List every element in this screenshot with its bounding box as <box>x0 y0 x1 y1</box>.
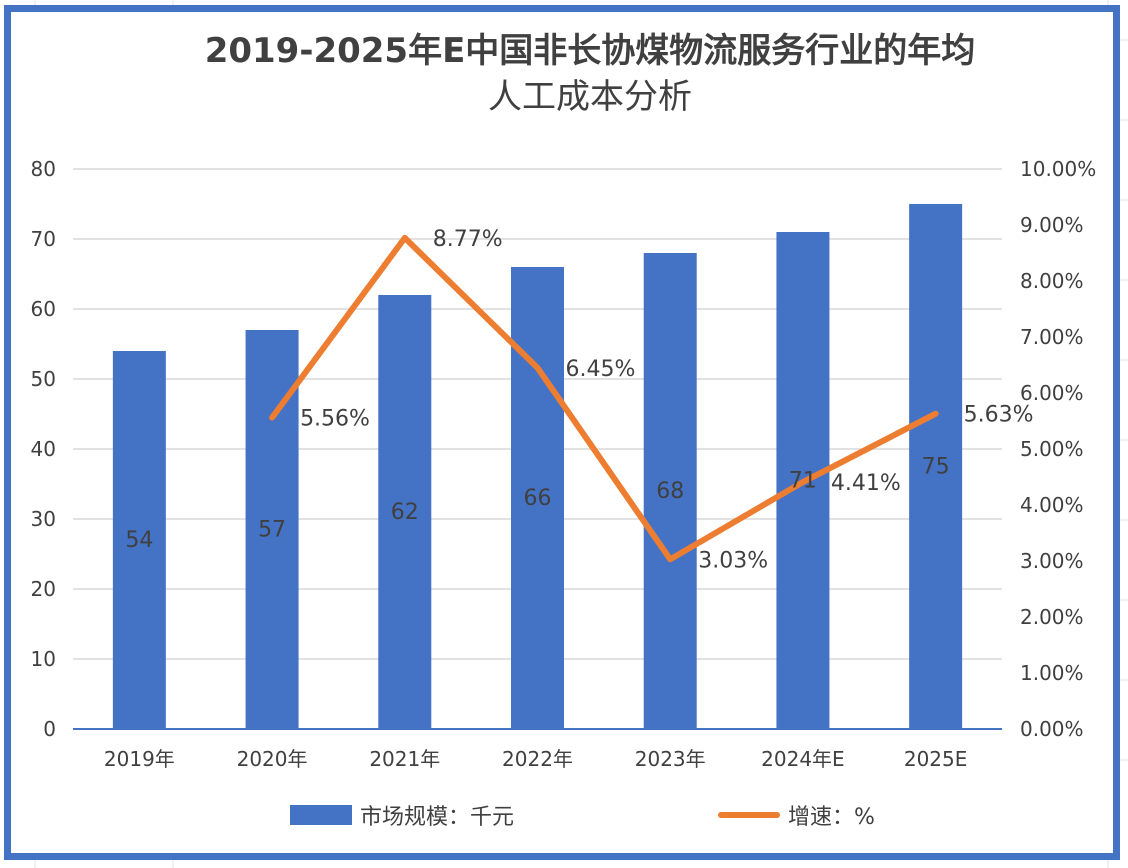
legend-bar-label: 市场规模：千元 <box>360 805 515 830</box>
bars <box>112 204 963 729</box>
x-tick-label: 2022年 <box>502 747 573 771</box>
y-right-tick-label: 9.00% <box>1020 213 1084 237</box>
y-right-tick-label: 10.00% <box>1020 157 1096 181</box>
chart-title: 2019-2025年E中国非长协煤物流服务行业的年均 人工成本分析 <box>120 28 1060 120</box>
x-tick-label: 2023年 <box>635 747 706 771</box>
bar-value-label: 71 <box>789 469 817 494</box>
x-tick-label: 2021年 <box>369 747 440 771</box>
line-value-label: 5.56% <box>300 407 370 432</box>
y-left-tick-label: 30 <box>31 507 56 531</box>
legend-line-label: 增速：% <box>788 805 875 830</box>
bar <box>378 295 432 729</box>
y-left-tick-label: 70 <box>31 227 56 251</box>
bar <box>112 351 166 729</box>
y-right-tick-label: 2.00% <box>1020 605 1084 629</box>
y-left-tick-label: 10 <box>31 647 56 671</box>
bar-value-label: 54 <box>125 528 153 553</box>
line-value-label: 6.45% <box>566 357 636 382</box>
line-value-label: 8.77% <box>433 227 503 252</box>
x-tick-label: 2025E <box>904 747 968 771</box>
bar <box>909 204 963 729</box>
bar <box>511 267 564 729</box>
bar <box>643 253 697 729</box>
growth-line-layer <box>269 234 939 563</box>
x-tick-label: 2024年E <box>761 747 845 771</box>
y-right-tick-label: 0.00% <box>1020 717 1084 741</box>
bar-value-label: 66 <box>524 486 552 511</box>
axes: 0 10 20 30 40 50 60 70 80 0.00% 1.00% 2.00% 3.00% 4.0… <box>31 157 1097 771</box>
data-labels: 54 57 62 66 68 71 75 5.56% 8.77% 6.45% 3.03% 4.41% 5… <box>125 227 1033 573</box>
growth-line <box>269 234 939 563</box>
y-left-tick-label: 80 <box>31 157 56 181</box>
y-left-tick-label: 20 <box>31 577 56 601</box>
y-right-tick-label: 1.00% <box>1020 661 1084 685</box>
legend-bar-swatch-icon <box>290 805 352 825</box>
line-value-label: 5.63% <box>964 403 1034 428</box>
y-right-tick-label: 6.00% <box>1020 381 1084 405</box>
y-right-tick-label: 8.00% <box>1020 269 1084 293</box>
y-left-tick-label: 50 <box>31 367 56 391</box>
line-value-label: 4.41% <box>831 471 901 496</box>
chart-title-line2: 人工成本分析 <box>488 77 692 117</box>
y-left-tick-label: 60 <box>31 297 56 321</box>
y-left-tick-label: 0 <box>43 717 56 741</box>
legend-item-bar: 市场规模：千元 <box>290 800 514 830</box>
bar-value-label: 75 <box>922 455 950 480</box>
y-right-tick-label: 4.00% <box>1020 493 1084 517</box>
bar-value-label: 57 <box>258 518 286 543</box>
bar-value-label: 68 <box>656 479 684 504</box>
y-right-tick-label: 5.00% <box>1020 437 1084 461</box>
bar-value-label: 62 <box>391 500 419 525</box>
legend-item-line: 增速：% <box>718 800 875 830</box>
line-value-label: 3.03% <box>698 548 768 573</box>
x-tick-label: 2019年 <box>104 747 175 771</box>
x-tick-label: 2020年 <box>237 747 308 771</box>
y-right-tick-label: 3.00% <box>1020 549 1084 573</box>
y-right-tick-label: 7.00% <box>1020 325 1084 349</box>
y-left-tick-label: 40 <box>31 437 56 461</box>
legend-line-swatch-icon <box>718 812 780 818</box>
chart-title-line1: 2019-2025年E中国非长协煤物流服务行业的年均 <box>204 31 976 71</box>
